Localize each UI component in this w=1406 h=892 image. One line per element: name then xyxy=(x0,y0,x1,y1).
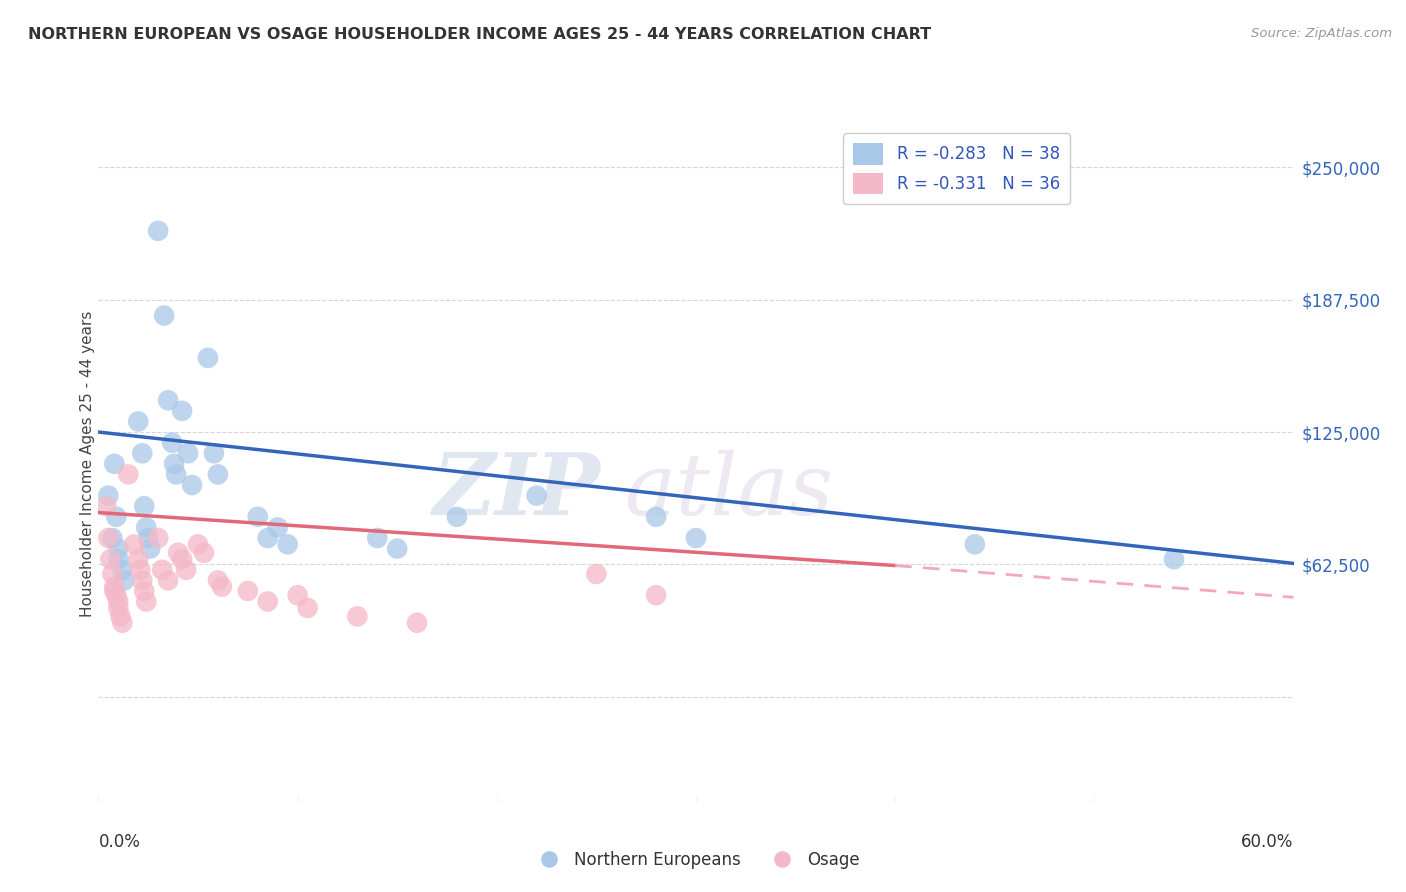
Point xyxy=(385,541,409,556)
Point xyxy=(139,541,162,556)
Point xyxy=(585,567,607,582)
Point xyxy=(103,580,125,594)
Point xyxy=(96,500,118,514)
Point xyxy=(157,393,180,408)
Point xyxy=(131,446,153,460)
Point xyxy=(103,457,125,471)
Point xyxy=(277,537,299,551)
Point xyxy=(366,531,388,545)
Point xyxy=(163,457,186,471)
Point xyxy=(526,489,548,503)
Legend: Northern Europeans, Osage: Northern Europeans, Osage xyxy=(526,845,866,876)
Point xyxy=(645,509,668,524)
Point xyxy=(157,574,180,588)
Point xyxy=(131,574,153,588)
Point xyxy=(111,563,134,577)
Point xyxy=(267,520,290,534)
Point xyxy=(153,309,176,323)
Point xyxy=(177,446,200,460)
Point xyxy=(134,584,156,599)
Point xyxy=(202,446,225,460)
Point xyxy=(134,500,156,514)
Point xyxy=(172,404,194,418)
Text: ZIP: ZIP xyxy=(433,450,600,533)
Point xyxy=(160,435,183,450)
Point xyxy=(127,414,149,429)
Point xyxy=(211,580,233,594)
Point xyxy=(207,574,229,588)
Point xyxy=(197,351,219,365)
Point xyxy=(148,531,170,545)
Point xyxy=(107,552,129,566)
Point xyxy=(256,531,278,545)
Point xyxy=(107,541,129,556)
Point xyxy=(107,594,129,608)
Point xyxy=(172,552,194,566)
Point xyxy=(97,531,120,545)
Point xyxy=(136,531,159,545)
Point xyxy=(174,563,197,577)
Point xyxy=(127,552,149,566)
Point xyxy=(111,615,134,630)
Text: 60.0%: 60.0% xyxy=(1241,833,1294,851)
Point xyxy=(135,594,157,608)
Point xyxy=(236,584,259,599)
Point xyxy=(129,563,152,577)
Point xyxy=(187,537,209,551)
Point xyxy=(148,224,170,238)
Text: 0.0%: 0.0% xyxy=(98,833,141,851)
Point xyxy=(1163,552,1185,566)
Point xyxy=(101,567,124,582)
Point xyxy=(963,537,986,551)
Point xyxy=(181,478,204,492)
Y-axis label: Householder Income Ages 25 - 44 years: Householder Income Ages 25 - 44 years xyxy=(80,310,94,617)
Text: Source: ZipAtlas.com: Source: ZipAtlas.com xyxy=(1251,27,1392,40)
Point xyxy=(117,467,139,482)
Point xyxy=(167,546,190,560)
Text: NORTHERN EUROPEAN VS OSAGE HOUSEHOLDER INCOME AGES 25 - 44 YEARS CORRELATION CHA: NORTHERN EUROPEAN VS OSAGE HOUSEHOLDER I… xyxy=(28,27,931,42)
Point xyxy=(101,531,124,545)
Point xyxy=(246,509,269,524)
Point xyxy=(256,594,278,608)
Point xyxy=(103,584,125,599)
Point xyxy=(685,531,707,545)
Point xyxy=(297,601,319,615)
Text: atlas: atlas xyxy=(624,450,834,533)
Point xyxy=(107,601,129,615)
Point xyxy=(100,552,122,566)
Point xyxy=(193,546,215,560)
Point xyxy=(287,588,309,602)
Point xyxy=(406,615,429,630)
Point xyxy=(165,467,187,482)
Point xyxy=(150,563,173,577)
Point xyxy=(446,509,468,524)
Point xyxy=(110,609,132,624)
Point xyxy=(112,574,135,588)
Point xyxy=(124,537,146,551)
Point xyxy=(207,467,229,482)
Point xyxy=(135,520,157,534)
Point xyxy=(645,588,668,602)
Point xyxy=(105,509,128,524)
Point xyxy=(97,489,120,503)
Point xyxy=(346,609,368,624)
Point xyxy=(105,588,128,602)
